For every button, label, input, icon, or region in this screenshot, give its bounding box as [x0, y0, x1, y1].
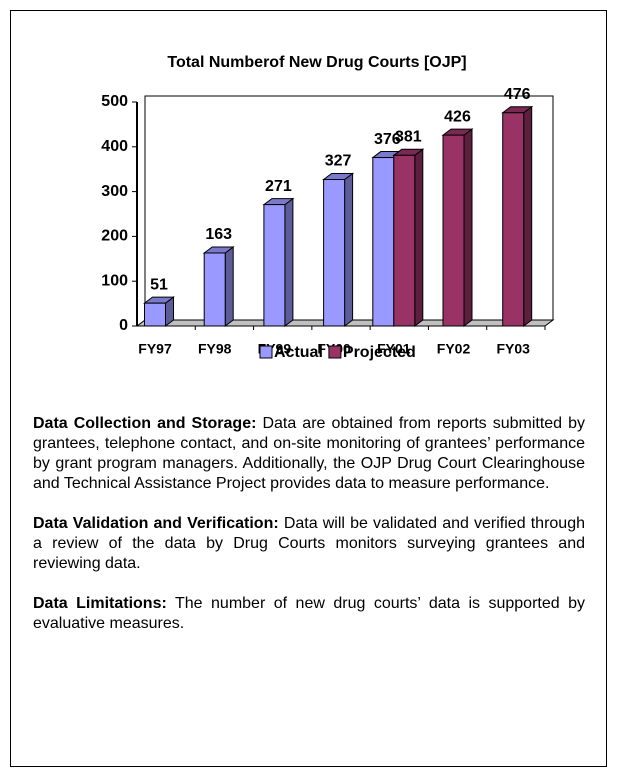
value-label: 376	[374, 131, 401, 148]
value-label: 163	[205, 226, 232, 243]
bar	[372, 157, 395, 327]
value-label: 381	[395, 129, 422, 146]
value-label: 327	[325, 153, 352, 170]
value-label: 426	[444, 108, 471, 125]
paragraph-text: Data will be validated and verified thro…	[33, 515, 585, 572]
paragraph-heading: Data Collection and Storage:	[33, 415, 257, 432]
x-tick-label: FY01	[377, 341, 411, 357]
y-tick-label: 400	[101, 138, 128, 155]
value-label: 476	[504, 86, 531, 103]
bar	[263, 204, 286, 327]
bar-side	[523, 105, 533, 327]
x-tick-label: FY03	[496, 341, 530, 357]
bar	[144, 302, 166, 327]
paragraph: Data Limitations: The number of new drug…	[33, 594, 585, 634]
page-frame	[10, 10, 607, 767]
chart-title: Total Numberof New Drug Courts [OJP]	[167, 54, 466, 71]
bar	[323, 179, 346, 327]
legend-label: Actual	[274, 344, 323, 361]
y-tick-label: 0	[119, 317, 128, 334]
bar	[393, 154, 416, 327]
y-tick-label: 200	[101, 228, 128, 245]
document-text: Data Collection and Storage: Data are ob…	[33, 414, 585, 654]
bar-side	[344, 172, 354, 327]
paragraph-heading: Data Validation and Verification:	[33, 515, 279, 532]
x-tick-label: FY98	[198, 341, 232, 357]
paragraph: Data Validation and Verification: Data w…	[33, 514, 585, 574]
bar-side	[414, 148, 424, 327]
bar	[203, 252, 226, 327]
chart: Total Numberof New Drug Courts [OJP] 0 10…	[101, 54, 555, 361]
paragraph-text: Data are obtained from reports submitted…	[33, 415, 585, 492]
paragraph-heading: Data Limitations:	[33, 595, 167, 612]
legend-swatch	[328, 345, 342, 359]
bar-side	[224, 245, 234, 327]
y-tick-label: 500	[101, 93, 128, 110]
x-tick-label: FY97	[138, 341, 172, 357]
legend-label: Projected	[343, 344, 416, 361]
y-tick-label: 100	[101, 272, 128, 289]
bar	[502, 112, 525, 327]
x-tick-label: FY02	[437, 341, 471, 357]
paragraph: Data Collection and Storage: Data are ob…	[33, 414, 585, 494]
back-wall	[144, 95, 554, 320]
y-tick-label: 300	[101, 183, 128, 200]
bar-side	[463, 128, 473, 327]
value-label: 271	[265, 178, 292, 195]
value-label: 51	[150, 276, 168, 293]
legend-swatch	[259, 345, 273, 359]
bar-side	[284, 197, 294, 327]
bar	[442, 134, 465, 327]
paragraph-text: The number of new drug courts’ data is s…	[33, 595, 586, 632]
